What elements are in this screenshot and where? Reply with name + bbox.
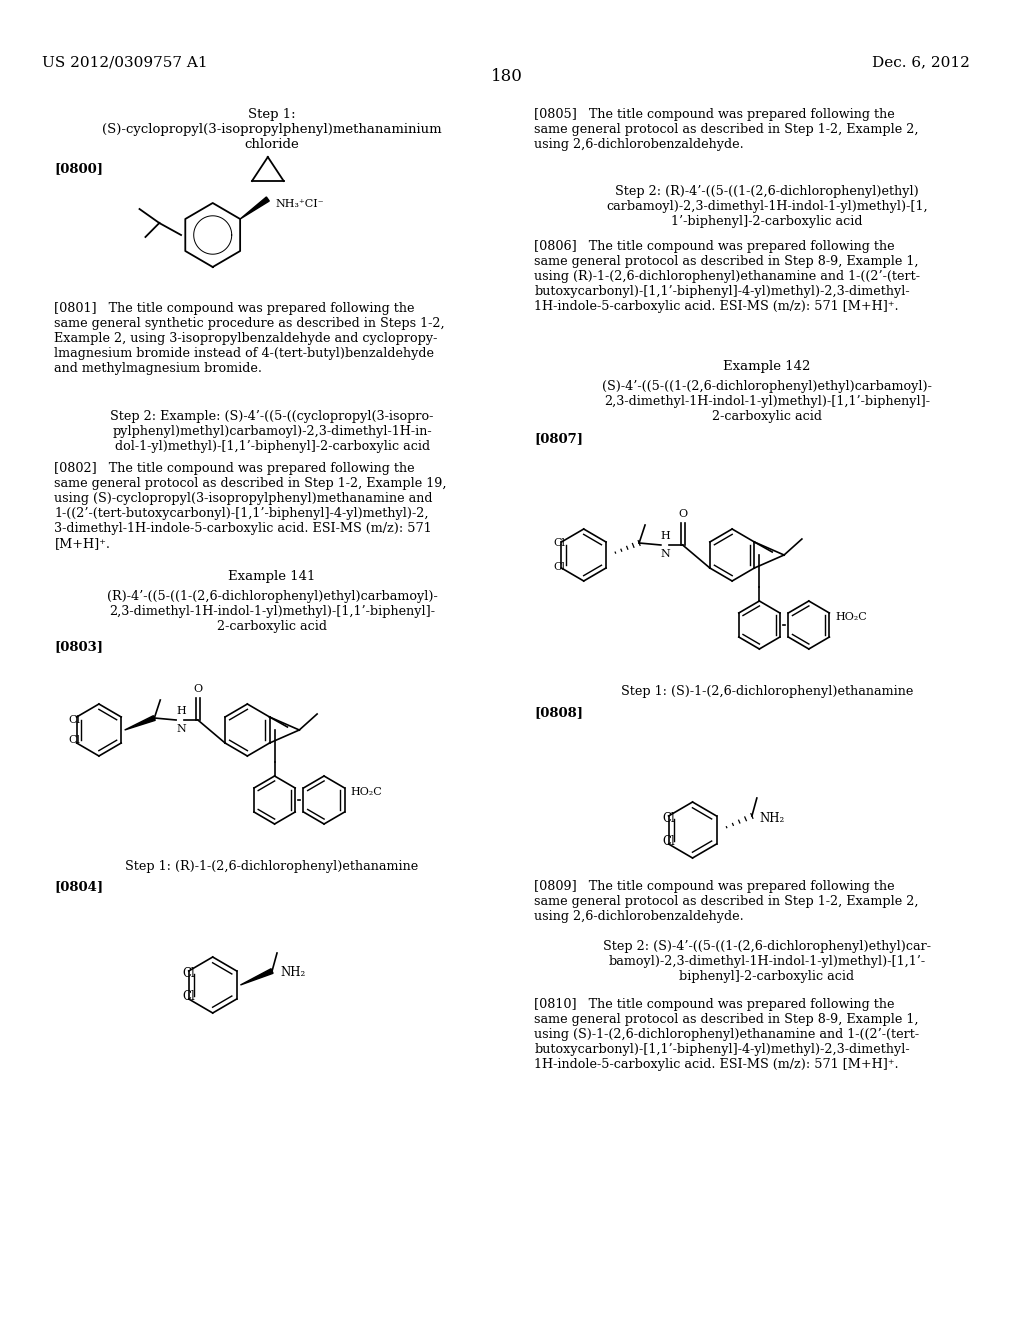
- Polygon shape: [125, 715, 156, 730]
- Text: NH₂: NH₂: [280, 966, 305, 979]
- Text: NH₃⁺CI⁻: NH₃⁺CI⁻: [275, 199, 325, 209]
- Text: Cl: Cl: [553, 561, 565, 572]
- Text: [0801]   The title compound was prepared following the
same general synthetic pr: [0801] The title compound was prepared f…: [54, 302, 445, 375]
- Polygon shape: [241, 197, 269, 219]
- Text: Step 2: Example: (S)-4’-((5-((cyclopropyl(3-isopro-
pylphenyl)methyl)carbamoyl)-: Step 2: Example: (S)-4’-((5-((cyclopropy…: [111, 411, 434, 453]
- Text: Cl: Cl: [182, 966, 196, 979]
- Text: Step 2: (S)-4’-((5-((1-(2,6-dichlorophenyl)ethyl)car-
bamoyl)-2,3-dimethyl-1H-in: Step 2: (S)-4’-((5-((1-(2,6-dichlorophen…: [603, 940, 931, 983]
- Text: [0803]: [0803]: [54, 640, 103, 653]
- Text: [0802]   The title compound was prepared following the
same general protocol as : [0802] The title compound was prepared f…: [54, 462, 446, 550]
- Text: Cl: Cl: [69, 715, 80, 726]
- Text: 180: 180: [490, 69, 522, 84]
- Text: Step 1: (R)-1-(2,6-dichlorophenyl)ethanamine: Step 1: (R)-1-(2,6-dichlorophenyl)ethana…: [126, 861, 419, 873]
- Text: [0807]: [0807]: [535, 432, 584, 445]
- Text: [0809]   The title compound was prepared following the
same general protocol as : [0809] The title compound was prepared f…: [535, 880, 919, 923]
- Text: NH₂: NH₂: [760, 812, 785, 825]
- Text: O: O: [194, 684, 203, 694]
- Text: N: N: [660, 549, 671, 558]
- Text: HO₂C: HO₂C: [836, 612, 867, 622]
- Text: Cl: Cl: [553, 539, 565, 549]
- Text: HO₂C: HO₂C: [351, 787, 383, 797]
- Text: Dec. 6, 2012: Dec. 6, 2012: [871, 55, 970, 69]
- Polygon shape: [241, 969, 273, 985]
- Text: Step 1:
(S)-cyclopropyl(3-isopropylphenyl)methanaminium
chloride: Step 1: (S)-cyclopropyl(3-isopropylpheny…: [102, 108, 442, 150]
- Text: Cl: Cl: [69, 734, 80, 744]
- Text: Step 1: (S)-1-(2,6-dichlorophenyl)ethanamine: Step 1: (S)-1-(2,6-dichlorophenyl)ethana…: [621, 685, 913, 698]
- Text: O: O: [678, 510, 687, 519]
- Text: [0808]: [0808]: [535, 706, 584, 719]
- Text: Step 2: (R)-4’-((5-((1-(2,6-dichlorophenyl)ethyl)
carbamoyl)-2,3-dimethyl-1H-ind: Step 2: (R)-4’-((5-((1-(2,6-dichlorophen…: [606, 185, 928, 228]
- Text: US 2012/0309757 A1: US 2012/0309757 A1: [42, 55, 207, 69]
- Text: N: N: [176, 723, 185, 734]
- Text: (R)-4’-((5-((1-(2,6-dichlorophenyl)ethyl)carbamoyl)-
2,3-dimethyl-1H-indol-1-yl): (R)-4’-((5-((1-(2,6-dichlorophenyl)ethyl…: [106, 590, 437, 634]
- Text: [0806]   The title compound was prepared following the
same general protocol as : [0806] The title compound was prepared f…: [535, 240, 921, 313]
- Text: [0804]: [0804]: [54, 880, 103, 894]
- Text: [0810]   The title compound was prepared following the
same general protocol as : [0810] The title compound was prepared f…: [535, 998, 920, 1071]
- Text: Cl: Cl: [663, 836, 675, 849]
- Text: H: H: [176, 706, 185, 715]
- Text: H: H: [660, 531, 671, 541]
- Text: Example 141: Example 141: [228, 570, 315, 583]
- Text: (S)-4’-((5-((1-(2,6-dichlorophenyl)ethyl)carbamoyl)-
2,3-dimethyl-1H-indol-1-yl): (S)-4’-((5-((1-(2,6-dichlorophenyl)ethyl…: [602, 380, 932, 422]
- Text: Cl: Cl: [182, 990, 196, 1003]
- Text: [0805]   The title compound was prepared following the
same general protocol as : [0805] The title compound was prepared f…: [535, 108, 919, 150]
- Text: Cl: Cl: [663, 812, 675, 825]
- Text: [0800]: [0800]: [54, 162, 103, 176]
- Text: Example 142: Example 142: [723, 360, 810, 374]
